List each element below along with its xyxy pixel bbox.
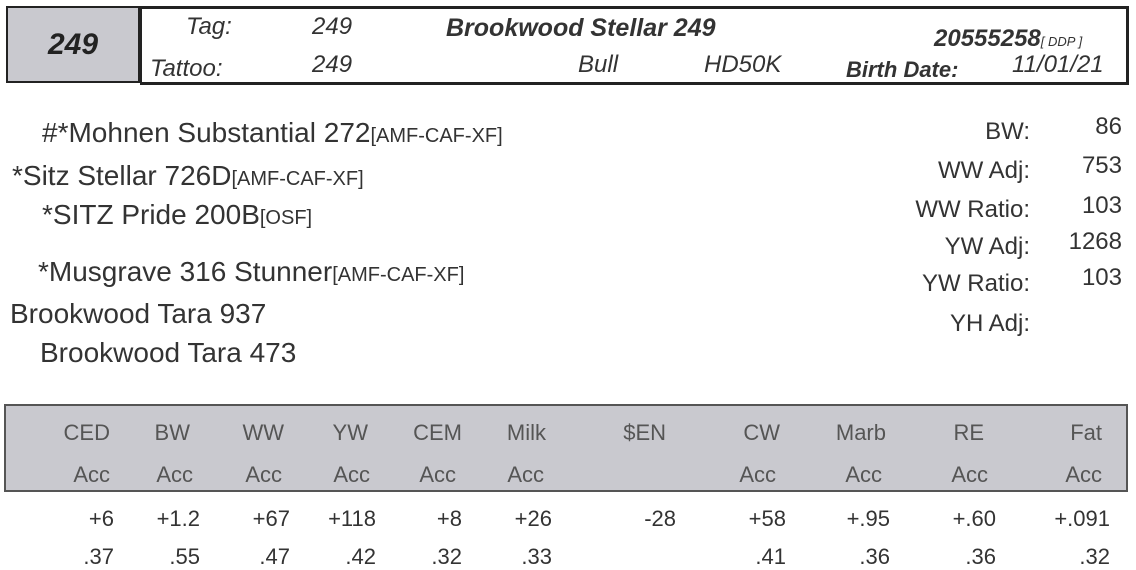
tag-label: Tag: [186, 13, 232, 40]
epd-accuracy: .37 [83, 544, 114, 569]
epd-value: +58 [748, 506, 786, 531]
pedigree-sire-dam: *SITZ Pride 200B[OSF] [42, 199, 312, 231]
epd-acc-label: Acc [1065, 462, 1102, 487]
epd-trait: RE [953, 420, 984, 445]
epd-acc-label: Acc [507, 462, 544, 487]
epd-acc-label: Acc [845, 462, 882, 487]
stat-label: BW: [985, 118, 1030, 145]
lot-header: 249 Tag: 249 Tattoo: 249 Brookwood Stell… [6, 6, 1129, 85]
epd-trait: YW [332, 420, 368, 445]
epd-accuracy: .33 [521, 544, 552, 569]
animal-info-box: Tag: 249 Tattoo: 249 Brookwood Stellar 2… [140, 6, 1129, 85]
epd-value: +.95 [846, 506, 890, 531]
pedigree-name: *Sitz Stellar 726D [12, 160, 232, 191]
epd-header-band [4, 404, 1128, 492]
epd-accuracy: .55 [169, 544, 200, 569]
tattoo-value: 249 [312, 51, 353, 78]
epd-acc-label: Acc [156, 462, 193, 487]
epd-accuracy: .32 [1079, 544, 1110, 569]
epd-accuracy: .36 [859, 544, 890, 569]
genomic-test: HD50K [704, 51, 782, 78]
pedigree-tag: [AMF-CAF-XF] [332, 264, 465, 286]
epd-acc-label: Acc [333, 462, 370, 487]
stat-value: 753 [1081, 152, 1122, 179]
registration-suffix: [ DDP ] [1040, 34, 1083, 49]
epd-acc-label: Acc [419, 462, 456, 487]
pedigree-name: *Musgrave 316 Stunner [38, 256, 333, 287]
pedigree-tag: [AMF-CAF-XF] [231, 168, 364, 190]
stat-label: YW Ratio: [921, 270, 1030, 297]
epd-trait: Marb [835, 420, 886, 445]
birth-date-value: 11/01/21 [1012, 51, 1104, 78]
pedigree-dam-sire: *Musgrave 316 Stunner[AMF-CAF-XF] [38, 256, 464, 288]
stat-label: YH Adj: [949, 310, 1030, 337]
epd-accuracy: .42 [345, 544, 376, 569]
epd-acc-label: Acc [951, 462, 988, 487]
epd-trait: Fat [1070, 420, 1102, 445]
epd-value: +67 [252, 506, 290, 531]
epd-value: +1.2 [156, 506, 200, 531]
epd-value: +26 [514, 506, 552, 531]
stat-value: 86 [1095, 113, 1122, 140]
epd-acc-label: Acc [73, 462, 110, 487]
birth-date-label: Birth Date: [846, 57, 959, 82]
animal-name: Brookwood Stellar 249 [446, 14, 716, 42]
epd-accuracy: .41 [755, 544, 786, 569]
epd-acc-label: Acc [245, 462, 282, 487]
stat-value: 103 [1081, 192, 1122, 219]
tag-value: 249 [312, 13, 353, 40]
pedigree-tag: [OSF] [259, 207, 313, 229]
epd-accuracy: .32 [431, 544, 462, 569]
pedigree-sire: *Sitz Stellar 726D[AMF-CAF-XF] [12, 160, 364, 192]
epd-value: +8 [436, 506, 462, 531]
pedigree-tag: [AMF-CAF-XF] [370, 125, 503, 147]
pedigree-dam-dam: Brookwood Tara 473 [40, 337, 296, 369]
epd-trait: $EN [623, 420, 666, 445]
pedigree-sire-sire: #*Mohnen Substantial 272[AMF-CAF-XF] [42, 117, 503, 149]
animal-sex: Bull [578, 51, 619, 78]
epd-accuracy: .36 [965, 544, 996, 569]
lot-number: 249 [6, 6, 140, 83]
pedigree-name: *SITZ Pride 200B [42, 199, 260, 230]
epd-acc-label: Acc [739, 462, 776, 487]
pedigree-dam: Brookwood Tara 937 [10, 298, 266, 330]
epd-value: +.091 [1054, 506, 1110, 531]
epd-value: -28 [644, 506, 676, 531]
tattoo-label: Tattoo: [150, 55, 223, 82]
stat-label: YW Adj: [944, 233, 1030, 260]
epd-value: +.60 [952, 506, 996, 531]
stat-label: WW Ratio: [915, 196, 1030, 223]
epd-accuracy: .47 [259, 544, 290, 569]
epd-trait: CED [63, 420, 110, 445]
registration-number: 20555258[ DDP ] [934, 25, 1082, 53]
pedigree-name: Brookwood Tara 473 [40, 337, 297, 368]
epd-trait: CW [743, 420, 780, 445]
stat-value: 1268 [1068, 228, 1122, 255]
epd-value: +118 [328, 506, 376, 531]
stat-label: WW Adj: [937, 157, 1030, 184]
pedigree-name: Brookwood Tara 937 [10, 298, 267, 329]
epd-trait: Milk [506, 420, 546, 445]
stat-value: 103 [1081, 264, 1122, 291]
pedigree-name: #*Mohnen Substantial 272 [42, 117, 371, 148]
epd-trait: CEM [413, 420, 462, 445]
epd-value: +6 [88, 506, 114, 531]
epd-trait: BW [154, 420, 190, 445]
registration-id: 20555258 [934, 25, 1041, 52]
epd-trait: WW [242, 420, 284, 445]
